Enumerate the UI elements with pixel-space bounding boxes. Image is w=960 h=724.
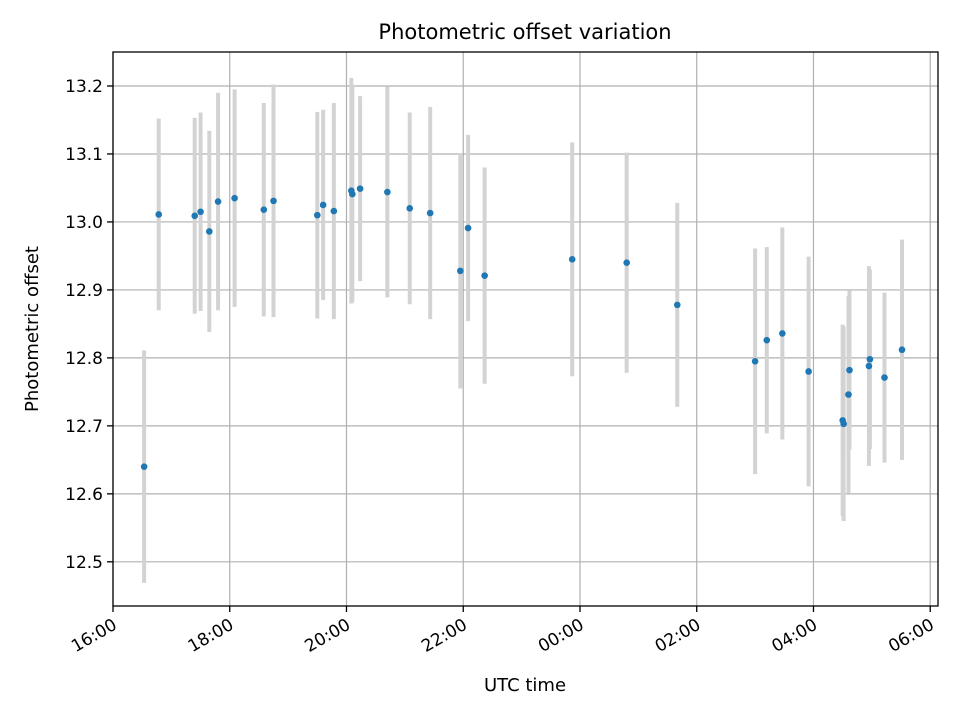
data-point [406,205,414,212]
data-point [457,267,464,275]
data-point [384,188,391,196]
data-point [840,420,847,428]
data-point [155,211,163,218]
data-point [197,208,204,216]
chart-title: Photometric offset variation [378,20,671,44]
data-point [623,259,630,267]
data-point [805,368,812,375]
x-tick-label: 20:00 [302,615,354,657]
y-tick-label: 13.0 [65,213,103,233]
data-point [270,197,277,205]
data-point [356,185,364,192]
data-point [260,206,268,214]
data-point [214,198,222,205]
x-tick-label: 04:00 [769,615,821,657]
x-tick-label: 02:00 [652,615,704,657]
data-point [845,391,852,398]
data-point [763,336,771,344]
data-point [314,211,321,219]
y-tick-label: 13.1 [65,145,103,165]
data-point [846,366,853,374]
data-point [349,190,356,198]
data-point [140,463,148,470]
y-tick-label: 12.5 [65,553,103,573]
y-tick-label: 13.2 [65,77,103,97]
y-tick-label: 12.7 [65,417,103,437]
data-point [865,362,873,370]
y-tick-label: 12.8 [65,349,103,369]
data-point [231,194,238,202]
data-point [881,374,888,381]
data-point [191,212,199,220]
data-point [751,357,759,365]
data-point [464,224,472,232]
data-point [568,256,576,263]
data-point [481,272,488,279]
x-tick-label: 22:00 [418,615,470,657]
data-point [206,228,213,235]
x-tick-label: 16:00 [68,615,120,657]
y-axis-label: Photometric offset [22,246,43,412]
data-points [140,185,906,470]
plot-frame [112,51,939,607]
data-point [330,207,338,215]
data-point [779,330,786,337]
gridlines [112,52,938,606]
y-tick-label: 12.9 [65,281,103,301]
y-tick-label: 12.6 [65,485,103,505]
x-tick-label: 18:00 [185,615,237,657]
x-axis-label: UTC time [484,675,566,696]
data-point [673,301,681,309]
data-point [319,201,327,209]
x-tick-label: 00:00 [535,615,587,657]
data-point [898,346,906,354]
data-point [866,355,874,363]
data-point [426,209,434,217]
x-tick-label: 06:00 [885,615,937,657]
